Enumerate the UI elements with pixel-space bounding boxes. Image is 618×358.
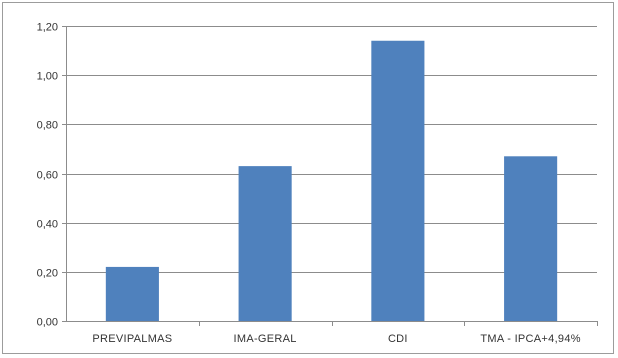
bar-tma-ipca-4-94 xyxy=(504,156,558,321)
bar-previpalmas xyxy=(105,266,159,321)
axes xyxy=(62,26,598,326)
y-tick-label: 1,20 xyxy=(37,22,58,34)
y-tick-labels: 0,00 0,20 0,40 0,60 0,80 1,00 1,20 xyxy=(37,22,58,329)
y-tick-label: 0,00 xyxy=(37,317,58,329)
y-tick-label: 0,80 xyxy=(37,120,58,132)
bars xyxy=(105,40,558,321)
x-category-labels: PREVIPALMAS IMA-GERAL CDI TMA - IPCA+4,94% xyxy=(92,333,580,345)
y-tick-label: 0,20 xyxy=(37,268,58,280)
y-tick-label: 1,00 xyxy=(37,71,58,83)
x-category-label: PREVIPALMAS xyxy=(92,333,172,345)
bar-cdi xyxy=(371,40,425,321)
x-category-label: CDI xyxy=(388,333,408,345)
y-tick-label: 0,40 xyxy=(37,219,58,231)
x-category-label: IMA-GERAL xyxy=(234,333,297,345)
bar-ima-geral xyxy=(238,166,292,321)
x-category-label: TMA - IPCA+4,94% xyxy=(480,333,580,345)
y-tick-label: 0,60 xyxy=(37,170,58,182)
